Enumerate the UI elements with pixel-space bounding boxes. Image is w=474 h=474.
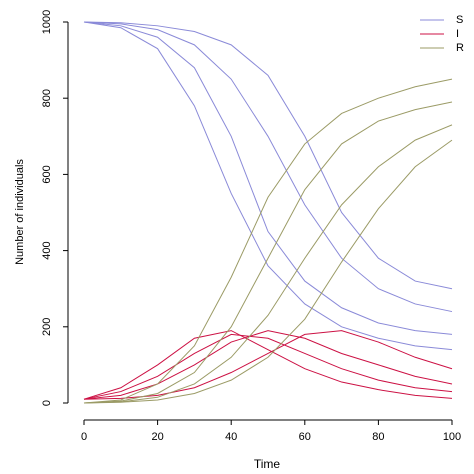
- y-tick-label: 800: [41, 89, 53, 107]
- y-tick-label: 200: [41, 318, 53, 336]
- x-axis-label: Time: [254, 457, 281, 471]
- x-tick-label: 0: [81, 431, 87, 443]
- trajectory: [83, 330, 453, 400]
- y-tick-label: 0: [41, 400, 53, 406]
- legend-label: R: [456, 42, 464, 54]
- trajectory: [83, 139, 453, 404]
- x-tick-label: 80: [372, 431, 384, 443]
- trajectory: [83, 101, 453, 404]
- trajectory: [83, 333, 453, 400]
- legend-label: I: [456, 28, 459, 40]
- trajectory: [83, 124, 453, 404]
- x-tick-label: 60: [299, 431, 311, 443]
- y-tick-label: 400: [41, 241, 53, 259]
- x-tick-label: 20: [151, 431, 163, 443]
- y-tick-label: 1000: [41, 10, 53, 34]
- trajectory: [83, 21, 453, 351]
- x-tick-label: 100: [443, 431, 461, 443]
- legend-label: S: [456, 14, 463, 26]
- trajectory: [83, 330, 453, 400]
- trajectory: [83, 21, 453, 290]
- trajectory: [83, 21, 453, 313]
- y-axis-label: Number of individuals: [14, 159, 26, 265]
- trajectory: [83, 330, 453, 400]
- trajectory: [83, 78, 453, 404]
- y-tick-label: 600: [41, 165, 53, 183]
- x-tick-label: 40: [225, 431, 237, 443]
- trajectory: [83, 21, 453, 335]
